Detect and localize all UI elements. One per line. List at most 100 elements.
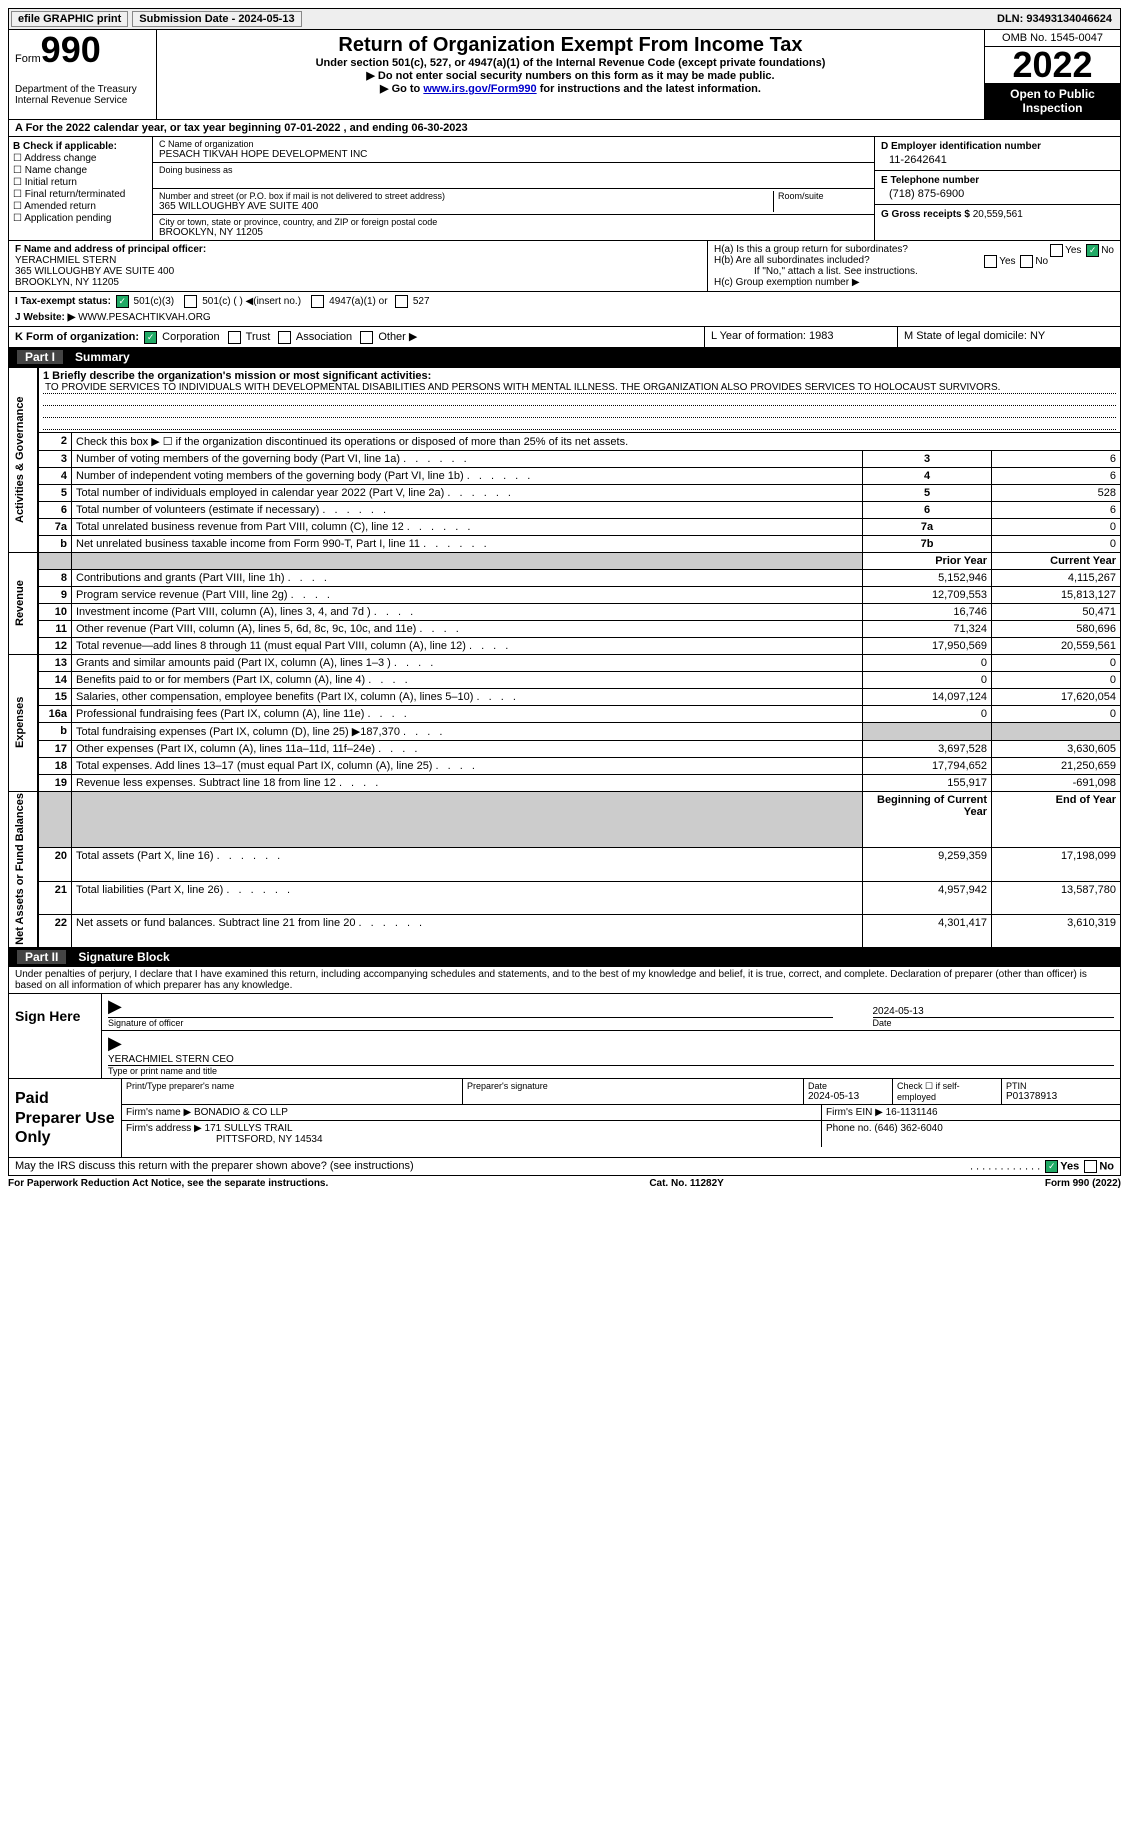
may-discuss-row: May the IRS discuss this return with the…	[8, 1158, 1121, 1176]
may-yes[interactable]	[1045, 1160, 1058, 1173]
page-footer: For Paperwork Reduction Act Notice, see …	[8, 1176, 1121, 1191]
opt-4947: 4947(a)(1) or	[329, 296, 387, 307]
cy-11: 580,696	[992, 620, 1121, 637]
chk-other[interactable]	[360, 331, 373, 344]
chk-trust[interactable]	[228, 331, 241, 344]
section-l: L Year of formation: 1983	[704, 327, 897, 347]
py-21: 4,957,942	[863, 881, 992, 914]
val-b: 0	[992, 535, 1121, 552]
gross-row: G Gross receipts $ 20,559,561	[875, 205, 1120, 224]
header-mid: Return of Organization Exempt From Incom…	[157, 30, 984, 119]
chk-4947[interactable]	[311, 295, 324, 308]
py-11: 71,324	[863, 620, 992, 637]
line-19: Revenue less expenses. Subtract line 18 …	[72, 774, 863, 791]
preparer-label: Paid Preparer Use Only	[9, 1079, 122, 1157]
efile-print-button[interactable]: efile GRAPHIC print	[11, 11, 128, 27]
side-ag: Activities & Governance	[9, 367, 39, 552]
section-f: F Name and address of principal officer:…	[9, 241, 708, 291]
cy-15: 17,620,054	[992, 688, 1121, 705]
irs-link[interactable]: www.irs.gov/Form990	[423, 83, 536, 95]
chk-corp[interactable]	[144, 331, 157, 344]
cy-b	[992, 722, 1121, 740]
chk-application-pending[interactable]: Application pending	[13, 213, 148, 224]
city-val: BROOKLYN, NY 11205	[159, 227, 868, 238]
tax-year: 2022	[985, 47, 1120, 83]
officer-printed-name: YERACHMIEL STERN CEO	[108, 1054, 1114, 1065]
street-row: Number and street (or P.O. box if mail i…	[153, 189, 874, 215]
chk-amended-return[interactable]: Amended return	[13, 201, 148, 212]
firm-name-lbl: Firm's name ▶	[126, 1107, 191, 1118]
cy-12: 20,559,561	[992, 637, 1121, 654]
chk-address-change[interactable]: Address change	[13, 153, 148, 164]
dept-label: Department of the Treasury Internal Reve…	[15, 84, 150, 106]
line-21: Total liabilities (Part X, line 26) . . …	[72, 881, 863, 914]
instr2-pre: ▶ Go to	[380, 83, 423, 95]
prep-date: 2024-05-13	[808, 1091, 888, 1102]
h-b-note: If "No," attach a list. See instructions…	[714, 266, 1114, 277]
chk-527[interactable]	[395, 295, 408, 308]
opt-assoc: Association	[296, 331, 352, 343]
line-13: Grants and similar amounts paid (Part IX…	[72, 654, 863, 671]
py-9: 12,709,553	[863, 586, 992, 603]
header-left: Form990 Department of the Treasury Inter…	[9, 30, 157, 119]
chk-name-change[interactable]: Name change	[13, 165, 148, 176]
cy-14: 0	[992, 671, 1121, 688]
org-name: PESACH TIKVAH HOPE DEVELOPMENT INC	[159, 149, 868, 160]
chk-assoc[interactable]	[278, 331, 291, 344]
head-cy: Current Year	[992, 552, 1121, 569]
chk-final-return[interactable]: Final return/terminated	[13, 189, 148, 200]
sig-date: 2024-05-13	[873, 1006, 1115, 1017]
chk-initial-return[interactable]: Initial return	[13, 177, 148, 188]
line-12: Total revenue—add lines 8 through 11 (mu…	[72, 637, 863, 654]
declaration: Under penalties of perjury, I declare th…	[8, 967, 1121, 994]
cy-18: 21,250,659	[992, 757, 1121, 774]
cy-22: 3,610,319	[992, 915, 1121, 948]
line-11: Other revenue (Part VIII, column (A), li…	[72, 620, 863, 637]
ij-block: I Tax-exempt status: 501(c)(3) 501(c) ( …	[8, 292, 1121, 327]
gross-label: G Gross receipts $	[881, 209, 970, 220]
org-name-hint: C Name of organization	[159, 139, 868, 149]
ptin-hint: PTIN	[1006, 1081, 1116, 1091]
fh-block: F Name and address of principal officer:…	[8, 241, 1121, 292]
prep-name-hint: Print/Type preparer's name	[126, 1081, 458, 1091]
name-line: YERACHMIEL STERN CEOType or print name a…	[102, 1031, 1120, 1078]
chk-501c[interactable]	[184, 295, 197, 308]
py-14: 0	[863, 671, 992, 688]
part1-header: Part I Summary	[8, 348, 1121, 367]
part1-title: Summary	[75, 350, 130, 364]
sign-body: Signature of officer 2024-05-13Date YERA…	[102, 994, 1120, 1078]
py-18: 17,794,652	[863, 757, 992, 774]
k-label: K Form of organization:	[15, 331, 139, 343]
line-22: Net assets or fund balances. Subtract li…	[72, 915, 863, 948]
sig-line: Signature of officer 2024-05-13Date	[102, 994, 1120, 1031]
may-no[interactable]	[1084, 1160, 1097, 1173]
side-exp: Expenses	[9, 654, 39, 791]
footer-mid: Cat. No. 11282Y	[649, 1178, 723, 1189]
val-7a: 0	[992, 518, 1121, 535]
cy-10: 50,471	[992, 603, 1121, 620]
py-17: 3,697,528	[863, 740, 992, 757]
name-hint: Type or print name and title	[108, 1065, 1114, 1076]
hb-yes[interactable]	[984, 255, 997, 268]
hb-no[interactable]	[1020, 255, 1033, 268]
py-16a: 0	[863, 705, 992, 722]
val-4: 6	[992, 467, 1121, 484]
footer-right: Form 990 (2022)	[1045, 1178, 1121, 1189]
chk-501c3[interactable]	[116, 295, 129, 308]
ein-val: 11-2642641	[881, 152, 1114, 166]
summary-table: Activities & Governance 1 Briefly descri…	[8, 367, 1121, 949]
submission-date-button[interactable]: Submission Date - 2024-05-13	[132, 11, 301, 27]
prep-row-3: Firm's address ▶ 171 SULLYS TRAILPITTSFO…	[122, 1121, 1120, 1147]
mission-cell: 1 Briefly describe the organization's mi…	[38, 367, 1121, 432]
room-hint: Room/suite	[778, 191, 868, 201]
form-subtitle: Under section 501(c), 527, or 4947(a)(1)…	[163, 57, 978, 69]
ha-no[interactable]	[1086, 244, 1099, 257]
py-20: 9,259,359	[863, 848, 992, 881]
tel-row: E Telephone number (718) 875-6900	[875, 171, 1120, 205]
col-b: B Check if applicable: Address change Na…	[9, 137, 153, 240]
line-b: Total fundraising expenses (Part IX, col…	[72, 722, 863, 740]
ha-yes[interactable]	[1050, 244, 1063, 257]
header-right: OMB No. 1545-0047 2022 Open to Public In…	[984, 30, 1120, 119]
part2-title: Signature Block	[78, 950, 169, 964]
f-label: F Name and address of principal officer:	[15, 244, 701, 255]
